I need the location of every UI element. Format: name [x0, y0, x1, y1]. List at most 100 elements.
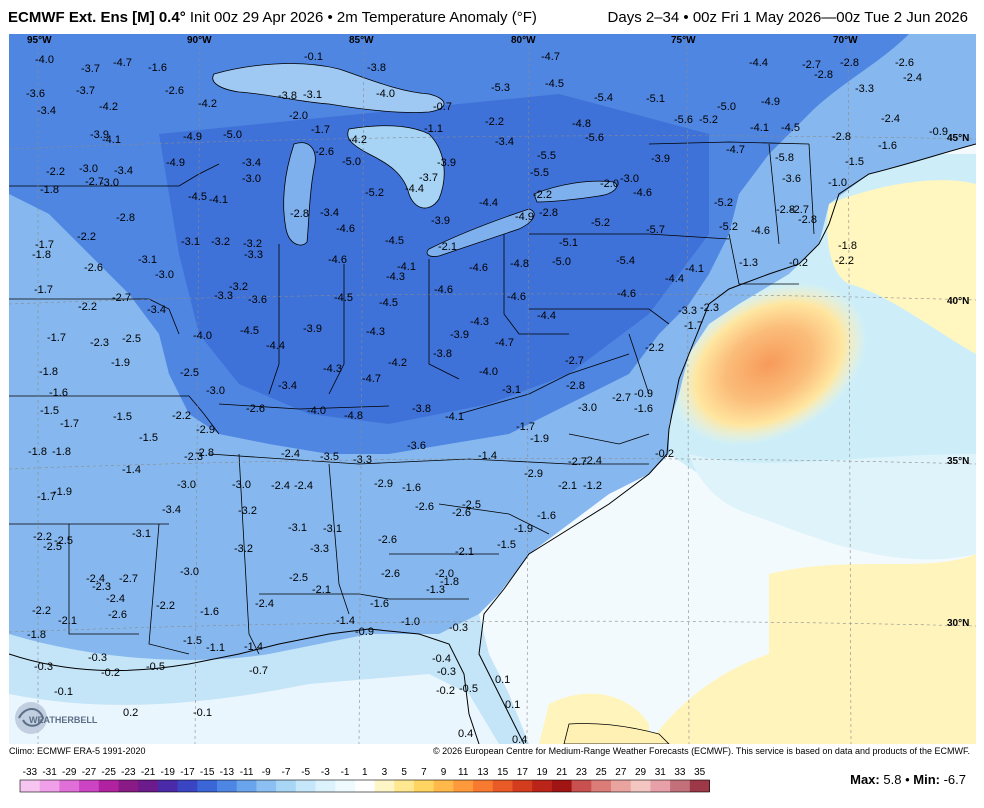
anomaly-value: -0.4	[432, 653, 451, 665]
anomaly-value: -1.9	[53, 486, 72, 498]
anomaly-value: -3.1	[502, 384, 521, 396]
anomaly-value: -3.3	[310, 543, 329, 555]
anomaly-value: -1.3	[426, 584, 445, 596]
colorbar-swatch	[374, 780, 395, 792]
init-time: Init 00z 29 Apr 2026	[189, 9, 324, 26]
anomaly-value: -3.0	[79, 163, 98, 175]
anomaly-value: -2.5	[43, 541, 62, 553]
anomaly-value: -1.8	[39, 366, 58, 378]
anomaly-value: -4.1	[685, 263, 704, 275]
colorbar-tick-label: -19	[161, 767, 176, 778]
anomaly-value: -3.0	[155, 269, 174, 281]
anomaly-value: -2.5	[122, 333, 141, 345]
colorbar-tick-label: -17	[180, 767, 195, 778]
anomaly-value: -4.5	[545, 78, 564, 90]
colorbar-tick-label: -21	[141, 767, 156, 778]
colorbar-swatch	[354, 780, 376, 792]
anomaly-value: -1.7	[60, 418, 79, 430]
anomaly-value: -5.5	[537, 150, 556, 162]
logo-swirl-icon	[15, 702, 47, 734]
anomaly-value: -5.3	[491, 82, 510, 94]
lon-label-80w: 80°W	[511, 35, 536, 46]
anomaly-value: -3.0	[232, 479, 251, 491]
anomaly-value: -2.8	[798, 214, 817, 226]
anomaly-value: -5.8	[775, 152, 794, 164]
anomaly-value: -2.6	[165, 85, 184, 97]
valid-period: Days 2–34 • 00z Fri 1 May 2026—00z Tue 2…	[607, 9, 968, 26]
anomaly-value: -5.2	[714, 197, 733, 209]
map-title: ECMWF Ext. Ens [M] 0.4° Init 00z 29 Apr …	[8, 9, 537, 26]
anomaly-value: -2.8	[290, 208, 309, 220]
anomaly-value: -1.9	[514, 523, 533, 535]
anomaly-value: -4.5	[334, 292, 353, 304]
anomaly-value: -5.2	[591, 217, 610, 229]
anomaly-value: -4.7	[113, 57, 132, 69]
colorbar-tick-label: 23	[576, 767, 588, 778]
copyright-note: © 2026 European Centre for Medium-Range …	[432, 746, 970, 756]
anomaly-value: -2.7	[112, 292, 131, 304]
anomaly-value: -4.6	[469, 262, 488, 274]
anomaly-value: -1.4	[122, 464, 141, 476]
anomaly-value: -4.4	[405, 183, 424, 195]
lon-label-75w: 75°W	[671, 35, 696, 46]
lat-label-35n: 35°N	[947, 456, 969, 467]
anomaly-value: -2.4	[294, 480, 313, 492]
anomaly-value: -2.8	[832, 131, 851, 143]
anomaly-value: -4.6	[617, 288, 636, 300]
anomaly-value: -3.2	[238, 505, 257, 517]
anomaly-value: -1.7	[37, 491, 56, 503]
anomaly-value: -2.2	[32, 605, 51, 617]
anomaly-value: -4.1	[102, 134, 121, 146]
anomaly-value: -3.0	[177, 479, 196, 491]
anomaly-value: -2.2	[156, 600, 175, 612]
anomaly-value: -1.5	[497, 539, 516, 551]
anomaly-value: -4.0	[479, 366, 498, 378]
colorbar-swatch	[433, 780, 454, 792]
climo-note: Climo: ECMWF ERA-5 1991-2020	[9, 746, 146, 756]
anomaly-value: -0.7	[433, 101, 452, 113]
anomaly-value: -1.5	[183, 635, 202, 647]
anomaly-value: -2.7	[119, 573, 138, 585]
anomaly-value: -1.7	[684, 320, 703, 332]
colorbar-tick-label: 11	[458, 767, 469, 778]
anomaly-value: -2.8	[776, 204, 795, 216]
anomaly-value: -1.0	[828, 177, 847, 189]
anomaly-value: -4.8	[572, 118, 591, 130]
colorbar-tick-label: 13	[477, 767, 489, 778]
anomaly-value: -3.0	[100, 177, 119, 189]
colorbar-tick-label: -3	[321, 767, 330, 778]
lat-label-40n: 40°N	[947, 296, 969, 307]
anomaly-value: -0.2	[655, 448, 674, 460]
min-label: Min:	[913, 772, 940, 787]
anomaly-value: -2.7	[565, 355, 584, 367]
anomaly-value: -1.6	[402, 482, 421, 494]
colorbar-tick-label: -13	[220, 767, 235, 778]
anomaly-value: -0.3	[88, 652, 107, 664]
anomaly-value: -4.9	[761, 96, 780, 108]
colorbar-swatch	[335, 780, 356, 792]
anomaly-value: -3.2	[243, 238, 262, 250]
lon-label-85w: 85°W	[349, 35, 374, 46]
anomaly-value: -4.6	[751, 225, 770, 237]
model-resolution: 0.4°	[158, 9, 186, 26]
anomaly-value: -5.2	[719, 221, 738, 233]
anomaly-value: -2.2	[485, 116, 504, 128]
anomaly-value: 0.1	[505, 699, 520, 711]
model-name: ECMWF Ext. Ens [M]	[8, 9, 155, 26]
east-coastline	[478, 143, 976, 744]
anomaly-value: -2.4	[903, 72, 922, 84]
anomaly-value: -3.1	[288, 522, 307, 534]
anomaly-value: -2.4	[255, 598, 274, 610]
anomaly-value: -0.2	[789, 257, 808, 269]
warm-anomaly-south	[649, 554, 976, 744]
colorbar-swatch	[276, 780, 297, 792]
anomaly-value: -4.6	[633, 187, 652, 199]
cool-anomaly-ocean-south	[689, 454, 976, 560]
anomaly-value: -2.1	[438, 241, 457, 253]
colorbar-tick-label: 19	[536, 767, 548, 778]
anomaly-value: -4.0	[193, 330, 212, 342]
lake-superior	[212, 63, 445, 113]
colorbar-tick-label: 35	[694, 767, 706, 778]
anomaly-value: -2.3	[90, 337, 109, 349]
anomaly-value: -4.2	[348, 134, 367, 146]
